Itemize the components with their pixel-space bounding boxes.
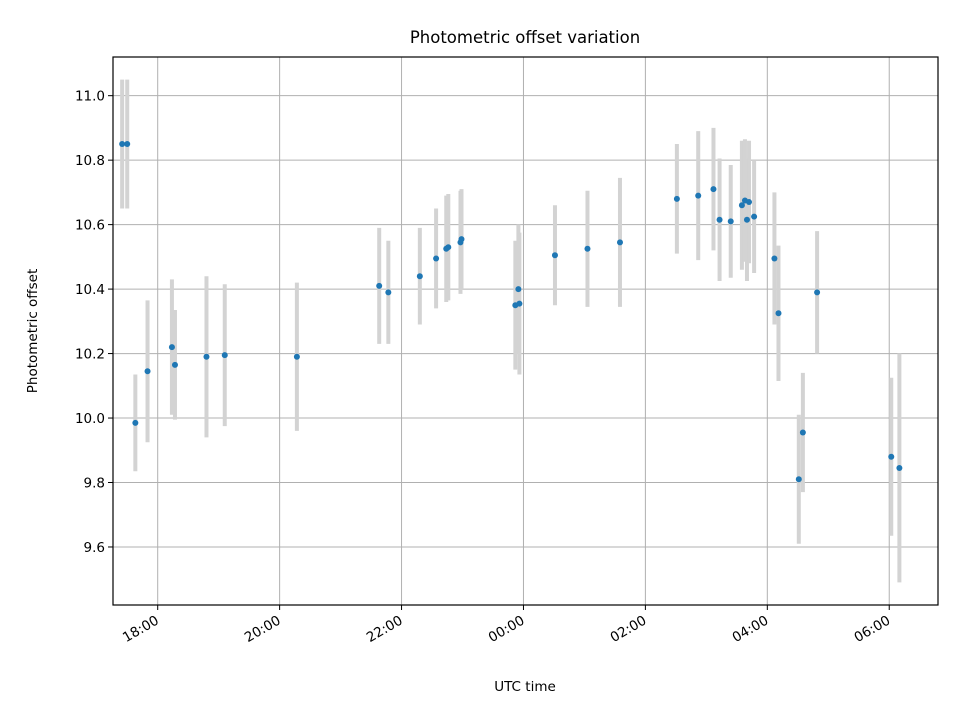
y-tick-label: 10.4 bbox=[75, 282, 105, 298]
data-point bbox=[673, 195, 680, 202]
data-point bbox=[775, 310, 782, 317]
data-point bbox=[751, 213, 758, 220]
data-point bbox=[124, 141, 131, 148]
plot-area bbox=[113, 57, 938, 605]
data-point bbox=[144, 368, 151, 375]
data-point bbox=[799, 429, 806, 436]
data-point bbox=[888, 453, 895, 460]
data-point bbox=[171, 361, 178, 368]
y-tick-label: 9.6 bbox=[84, 540, 105, 556]
data-point bbox=[132, 419, 139, 426]
data-point bbox=[716, 216, 723, 223]
data-point bbox=[551, 252, 558, 259]
data-point bbox=[416, 273, 423, 280]
data-point bbox=[584, 245, 591, 252]
data-point bbox=[515, 286, 522, 293]
y-tick-label: 9.8 bbox=[84, 476, 105, 492]
data-point bbox=[376, 282, 383, 289]
chart-title: Photometric offset variation bbox=[410, 28, 640, 47]
data-point bbox=[896, 465, 903, 471]
y-tick-label: 10.6 bbox=[75, 218, 105, 234]
data-point bbox=[516, 300, 523, 307]
data-point bbox=[771, 255, 778, 262]
data-point bbox=[695, 192, 702, 199]
data-point bbox=[445, 244, 452, 251]
y-axis-ticks: 9.6 9.8 10.0 10.2 10.4 10.6 10.8 11.0 bbox=[75, 89, 113, 556]
data-point bbox=[743, 216, 750, 223]
data-point bbox=[385, 289, 392, 296]
y-tick-label: 10.2 bbox=[75, 347, 105, 363]
data-point bbox=[738, 202, 745, 209]
data-point bbox=[727, 218, 734, 225]
y-tick-label: 10.8 bbox=[75, 153, 105, 169]
y-axis-label: Photometric offset bbox=[25, 269, 41, 393]
data-point bbox=[203, 353, 210, 360]
data-point bbox=[221, 352, 228, 359]
data-point bbox=[168, 344, 175, 351]
plot-frame bbox=[112, 56, 939, 606]
data-point bbox=[119, 141, 126, 148]
data-point bbox=[795, 476, 802, 483]
data-point bbox=[433, 255, 440, 262]
data-point bbox=[293, 353, 300, 360]
data-point bbox=[616, 239, 623, 246]
data-point bbox=[746, 199, 753, 206]
data-markers bbox=[119, 141, 903, 483]
y-tick-label: 11.0 bbox=[75, 89, 105, 105]
x-axis-label: UTC time bbox=[494, 679, 556, 695]
data-point bbox=[458, 236, 465, 243]
data-point bbox=[710, 186, 717, 193]
y-tick-label: 10.0 bbox=[75, 411, 105, 427]
data-point bbox=[814, 289, 821, 296]
